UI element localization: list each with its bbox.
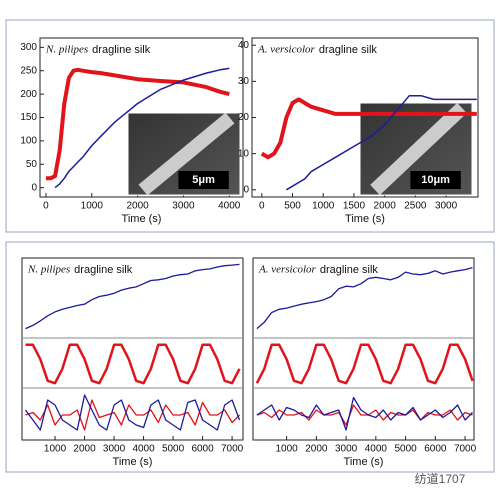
y-tick-label: 250 bbox=[20, 65, 37, 76]
chart-title: dragline silk bbox=[92, 44, 151, 56]
x-tick-label: 4000 bbox=[365, 444, 388, 455]
species: A. versicolor bbox=[258, 264, 317, 276]
fiber bbox=[138, 112, 235, 196]
x-tick-label: 6000 bbox=[191, 444, 214, 455]
x-tick-label: 2500 bbox=[404, 201, 427, 212]
bottom-border bbox=[5, 241, 495, 473]
y-tick-label: 100 bbox=[20, 136, 37, 147]
x-tick-label: 5000 bbox=[162, 444, 185, 455]
species: A. versicolor bbox=[257, 44, 316, 56]
x-tick-label: 3000 bbox=[172, 201, 195, 212]
x-tick-label: 1000 bbox=[312, 201, 335, 212]
y-tick-label: 40 bbox=[238, 40, 250, 51]
x-tick-label: 2000 bbox=[73, 444, 96, 455]
x-tick-label: 1500 bbox=[343, 201, 366, 212]
x-axis-label: Time (s) bbox=[122, 213, 162, 225]
data-line bbox=[286, 95, 477, 191]
data-line bbox=[25, 263, 240, 330]
species: N. pilipes bbox=[45, 44, 88, 56]
y-tick-label: 300 bbox=[20, 42, 37, 53]
x-tick-label: 5000 bbox=[394, 444, 417, 455]
data-line bbox=[25, 399, 240, 431]
data-line bbox=[256, 396, 473, 431]
data-line bbox=[256, 266, 473, 330]
x-tick-label: 1000 bbox=[275, 444, 298, 455]
x-tick-label: 7000 bbox=[221, 444, 244, 455]
y-tick-label: 20 bbox=[238, 112, 250, 123]
scale-label: 5μm bbox=[192, 174, 215, 186]
data-line bbox=[54, 67, 230, 189]
y-tick-label: 150 bbox=[20, 112, 37, 123]
scale-label: 10μm bbox=[421, 174, 450, 186]
x-tick-label: 1000 bbox=[44, 444, 67, 455]
data-line bbox=[46, 67, 230, 181]
plot-frame bbox=[252, 257, 475, 441]
scale-bar-box bbox=[410, 171, 461, 189]
y-tick-label: 50 bbox=[26, 159, 38, 170]
data-line bbox=[256, 404, 473, 426]
x-axis-label: Time (s) bbox=[113, 456, 153, 468]
x-tick-label: 0 bbox=[259, 201, 265, 212]
chart-title: dragline silk bbox=[74, 264, 133, 276]
x-axis-label: Time (s) bbox=[345, 213, 385, 225]
x-tick-label: 6000 bbox=[424, 444, 447, 455]
data-line bbox=[260, 97, 477, 160]
x-axis-label: Time (s) bbox=[344, 456, 384, 468]
y-tick-label: 0 bbox=[31, 182, 37, 193]
data-line bbox=[24, 394, 241, 431]
y-tick-label: 10 bbox=[238, 148, 250, 159]
x-tick-label: 7000 bbox=[454, 444, 477, 455]
data-line bbox=[255, 343, 474, 385]
x-tick-label: 3000 bbox=[435, 201, 458, 212]
x-tick-label: 2000 bbox=[126, 201, 149, 212]
chart-title: dragline silk bbox=[319, 44, 378, 56]
y-tick-label: 0 bbox=[243, 184, 249, 195]
x-tick-label: 3000 bbox=[335, 444, 358, 455]
x-tick-label: 3000 bbox=[103, 444, 126, 455]
fiber bbox=[370, 102, 467, 196]
x-tick-label: 4000 bbox=[132, 444, 155, 455]
species: N. pilipes bbox=[27, 264, 70, 276]
chart-title: dragline silk bbox=[320, 264, 379, 276]
x-tick-label: 2000 bbox=[305, 444, 328, 455]
watermark: 纺道1707 bbox=[415, 472, 466, 486]
x-tick-label: 500 bbox=[284, 201, 301, 212]
y-tick-label: 30 bbox=[238, 76, 250, 87]
scale-bar-box bbox=[178, 171, 229, 189]
x-tick-label: 1000 bbox=[81, 201, 104, 212]
x-tick-label: 0 bbox=[43, 201, 49, 212]
x-tick-label: 4000 bbox=[218, 201, 241, 212]
y-tick-label: 200 bbox=[20, 89, 37, 100]
data-line bbox=[25, 343, 241, 385]
x-tick-label: 2000 bbox=[374, 201, 397, 212]
top-border bbox=[5, 19, 495, 233]
plot-frame bbox=[21, 257, 244, 441]
